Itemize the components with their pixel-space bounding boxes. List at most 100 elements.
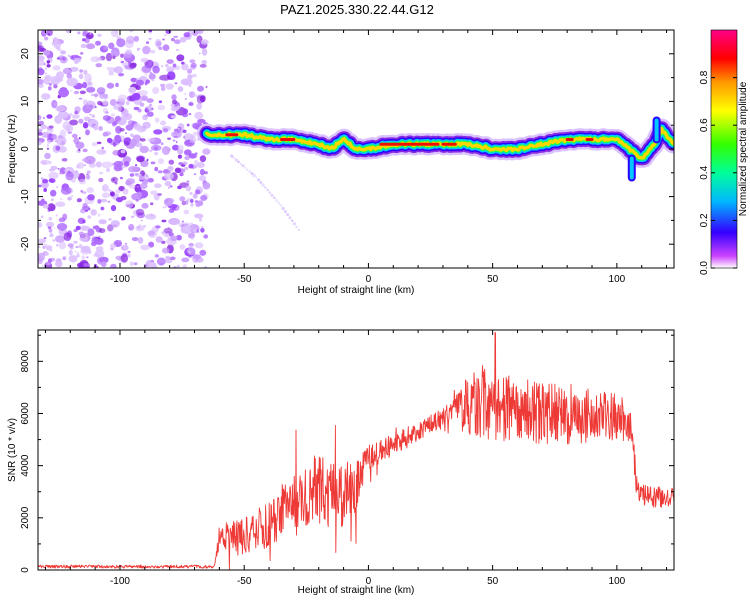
faint-trace-point (291, 219, 294, 222)
noise-blob (124, 64, 130, 70)
noise-blob (52, 239, 56, 242)
noise-blob (141, 202, 149, 209)
noise-blob (192, 93, 197, 98)
noise-blob (124, 242, 128, 245)
noise-blob (200, 195, 208, 201)
noise-blob (187, 182, 190, 185)
noise-blob (190, 203, 194, 207)
noise-blob (87, 215, 92, 219)
noise-blob (78, 118, 84, 124)
noise-blob (148, 37, 152, 40)
noise-blob (119, 128, 125, 132)
noise-blob (174, 180, 176, 183)
noise-blob (170, 106, 179, 112)
noise-blob (138, 175, 146, 181)
noise-blob (188, 256, 192, 258)
noise-blob (48, 171, 59, 180)
noise-blob (109, 243, 116, 249)
noise-blob (152, 86, 160, 95)
noise-blob (161, 86, 166, 92)
noise-blob (192, 226, 195, 228)
noise-blob (161, 231, 165, 235)
noise-blob (87, 228, 95, 236)
faint-trace-point (234, 158, 238, 162)
colorbar: 0.0 0.2 0.4 0.6 0.8 Normalized spectral ampl… (699, 29, 749, 275)
noise-blob (63, 232, 72, 242)
noise-blob (122, 156, 132, 164)
noise-blob (50, 250, 53, 252)
noise-blob (158, 100, 163, 104)
noise-blob (205, 85, 208, 89)
colorbar-gradient (710, 29, 738, 269)
noise-blob (56, 57, 61, 60)
noise-blob (45, 221, 55, 228)
noise-blob (109, 191, 115, 197)
noise-blob (177, 86, 184, 92)
faint-trace-point (298, 229, 300, 231)
noise-blob (95, 161, 102, 168)
snr-axes: -100 -50 0 50 100 0 2000 4000 6000 8000 (20, 330, 674, 587)
snr-y-axis-label: SNR (10 * v/v) (7, 418, 18, 482)
snr-marks (38, 332, 674, 570)
noise-blob (195, 201, 201, 207)
noise-blob (78, 178, 87, 185)
noise-blob (174, 39, 181, 44)
noise-blob (157, 193, 162, 196)
noise-blob (71, 170, 80, 179)
noise-blob (125, 200, 134, 209)
noise-blob (78, 148, 81, 152)
noise-blob (128, 184, 136, 189)
noise-blob (73, 137, 80, 145)
noise-blob (103, 46, 109, 50)
noise-blob (82, 158, 87, 162)
noise-blob (135, 208, 145, 216)
snr-frame (37, 329, 675, 571)
noise-blob (97, 199, 102, 204)
noise-blob (75, 225, 81, 231)
noise-blob (137, 225, 141, 229)
noise-blob (124, 113, 133, 121)
faint-trace-point (268, 191, 272, 194)
faint-trace-point (259, 181, 263, 184)
noise-blob (77, 31, 81, 35)
noise-blob (82, 191, 87, 194)
noise-blob (125, 49, 133, 55)
noise-blob (120, 60, 125, 64)
noise-blob (101, 161, 113, 169)
noise-blob (38, 128, 43, 133)
noise-blob (190, 62, 197, 68)
noise-blob (182, 129, 187, 133)
noise-blob (86, 256, 89, 259)
faint-trace-point (241, 164, 245, 168)
noise-blob (121, 216, 126, 221)
faint-trace-point (273, 196, 276, 200)
noise-blob (38, 238, 47, 244)
colorbar-ticks: 0.0 0.2 0.4 0.6 0.8 (699, 70, 737, 275)
snr-x-tick-label: -50 (237, 576, 252, 587)
noise-blob (172, 144, 180, 151)
noise-blob (199, 95, 206, 103)
noise-blob (72, 114, 80, 119)
noise-blob (96, 149, 107, 155)
noise-blob (74, 251, 77, 253)
noise-blob (57, 111, 69, 119)
spectrogram-x-tick-label: 50 (487, 274, 499, 285)
noise-blob (168, 232, 174, 237)
noise-blob (67, 54, 71, 58)
noise-blob (47, 203, 56, 212)
noise-blob (175, 140, 178, 144)
noise-blob (73, 57, 79, 65)
noise-blob (177, 264, 180, 268)
noise-blob (130, 133, 134, 138)
noise-blob (201, 48, 208, 56)
noise-blob (97, 33, 102, 37)
noise-blob (79, 69, 84, 73)
noise-blob (115, 125, 122, 134)
noise-blob (60, 186, 72, 195)
noise-blob (85, 129, 90, 136)
noise-blob (95, 40, 101, 46)
noise-blob (119, 176, 123, 180)
noise-blob (117, 120, 124, 124)
spectrogram-y-tick-label: 20 (20, 48, 31, 60)
noise-blob (107, 200, 111, 203)
